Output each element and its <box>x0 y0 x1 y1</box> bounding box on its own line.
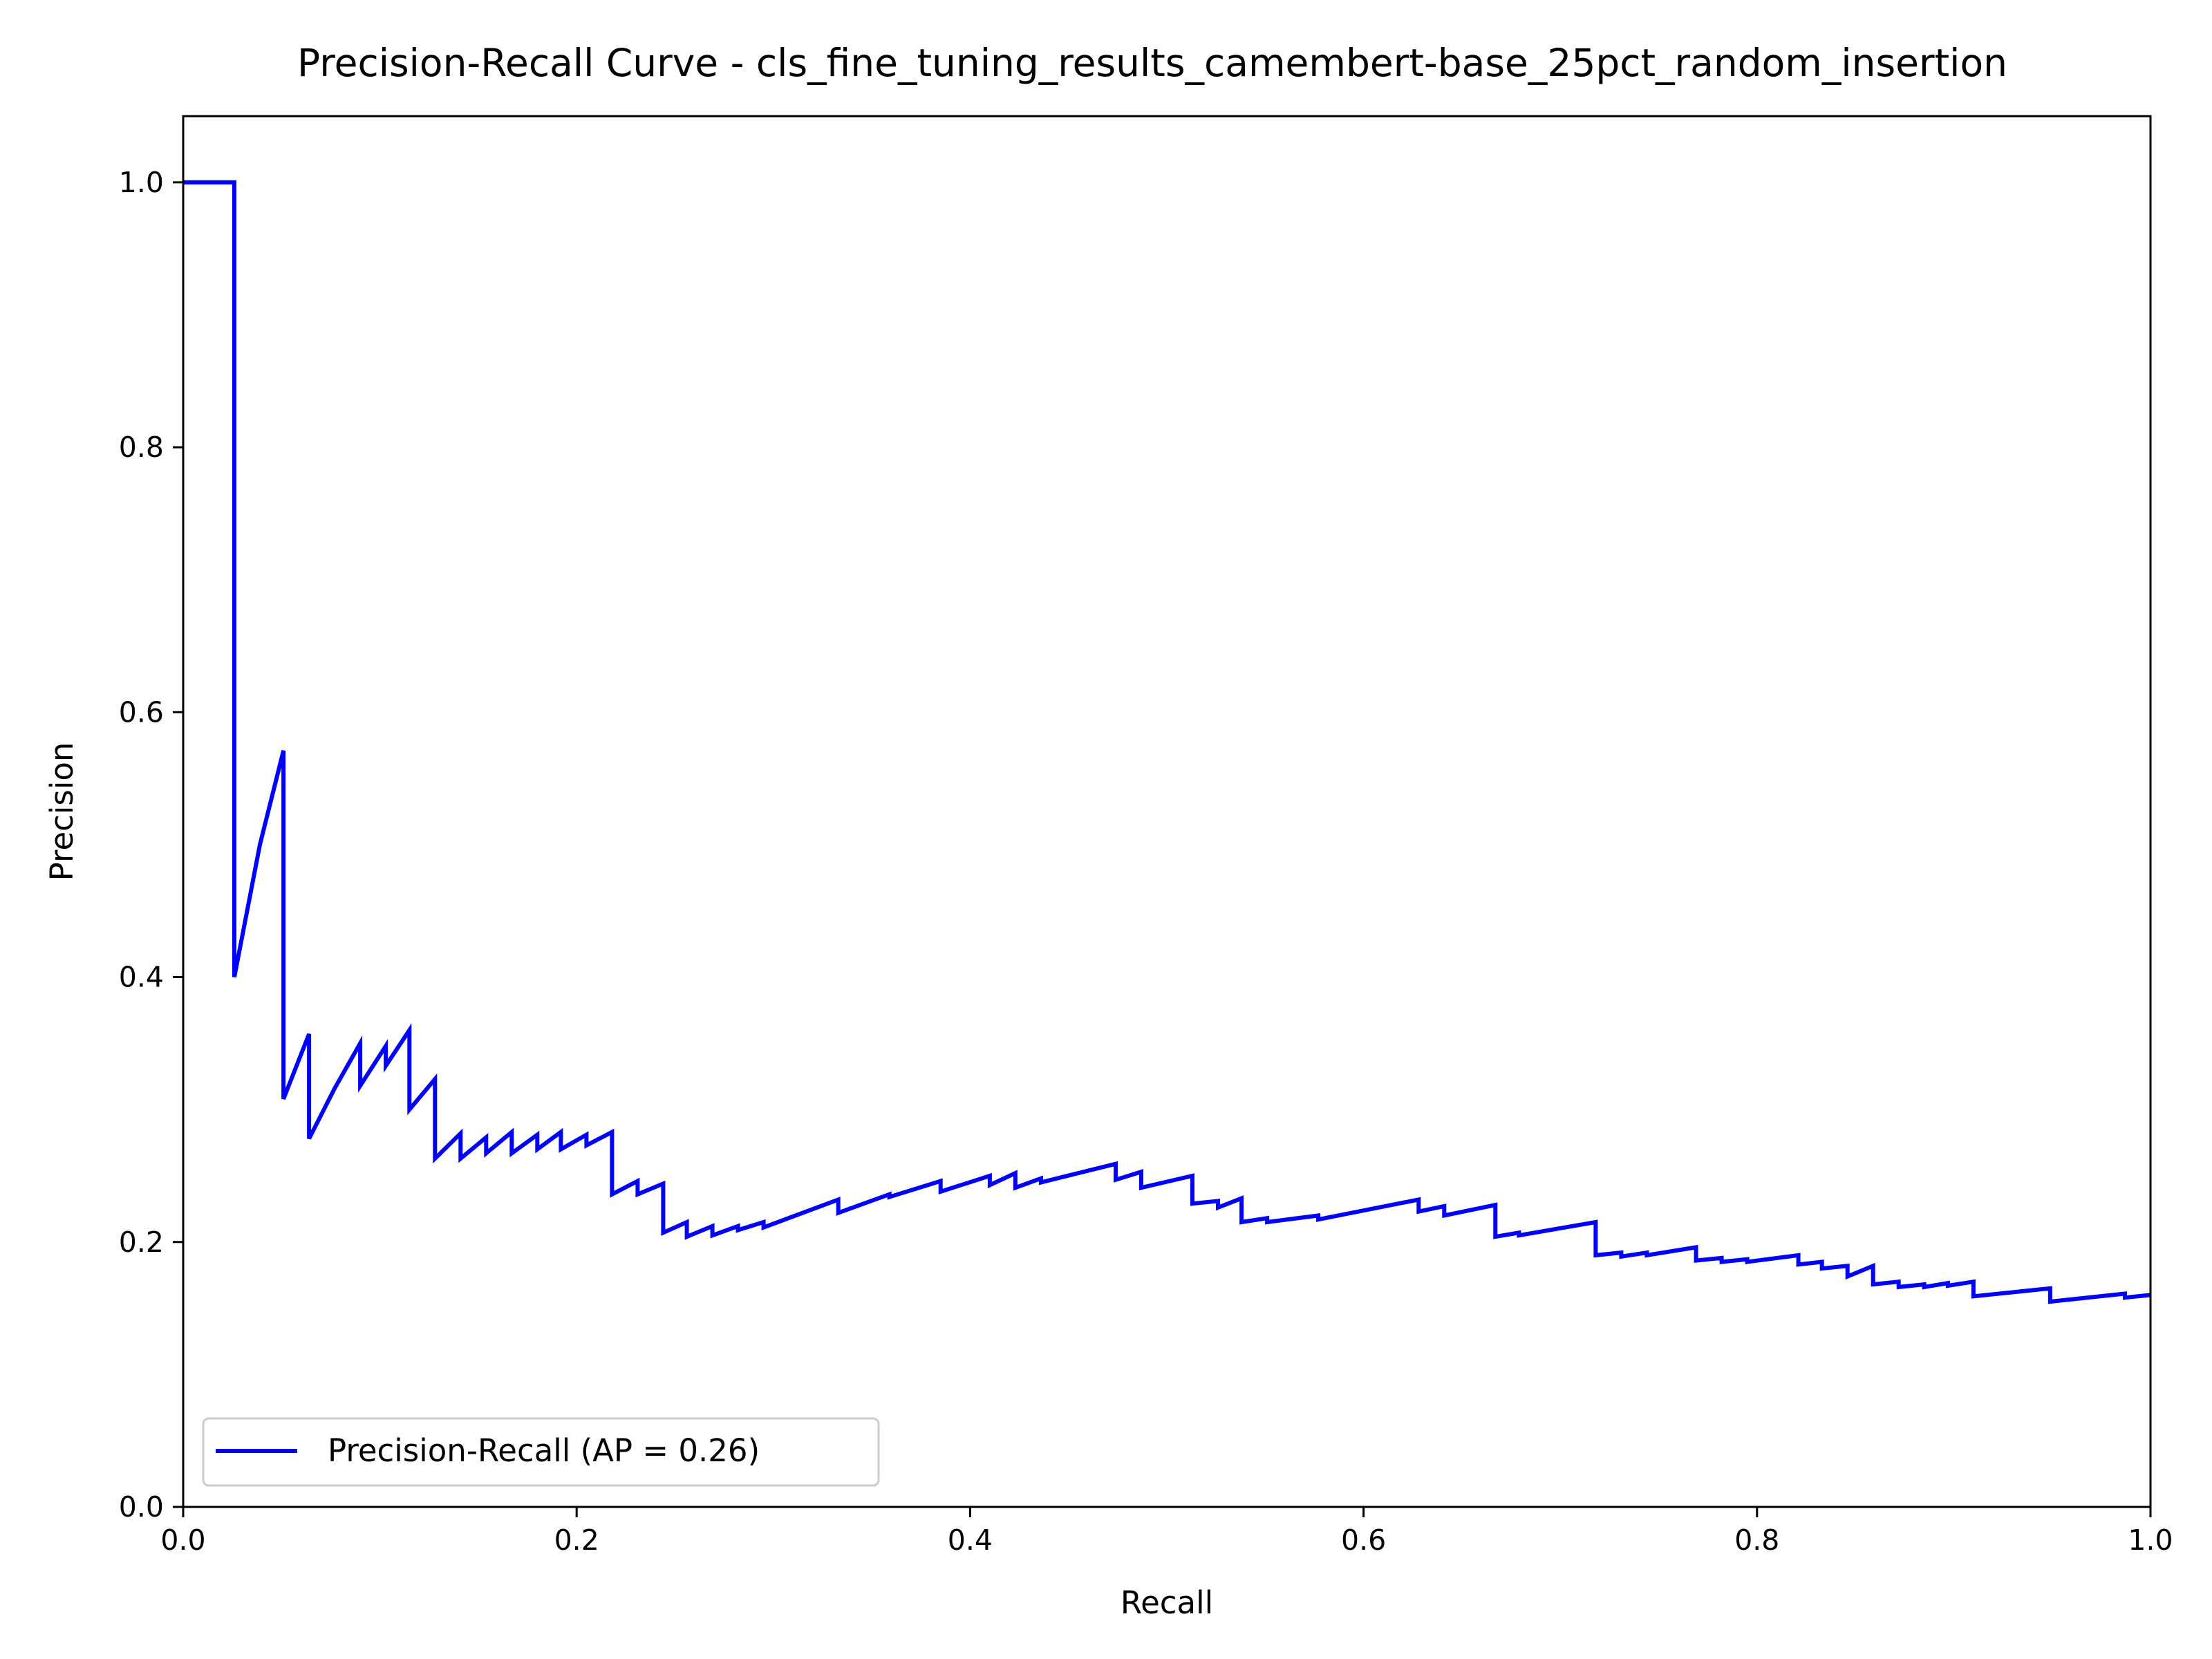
legend-box <box>202 1417 880 1487</box>
legend: Precision-Recall (AP = 0.26) <box>202 1417 880 1487</box>
x-tick-label: 0.2 <box>554 1524 599 1557</box>
y-tick-label: 0.8 <box>119 431 164 464</box>
plot-frame <box>182 115 2152 1508</box>
legend-label: Precision-Recall (AP = 0.26) <box>328 1432 760 1469</box>
y-axis-label: Precision <box>44 742 80 881</box>
chart-title: Precision-Recall Curve - cls_fine_tuning… <box>297 41 2007 85</box>
x-axis-label: Recall <box>1121 1584 1213 1621</box>
x-tick-label: 0.8 <box>1734 1524 1779 1557</box>
y-tick-label: 0.4 <box>119 961 164 994</box>
y-axis-ticks: 0.0 0.2 0.4 0.6 0.8 1.0 <box>119 166 183 1524</box>
x-axis-ticks: 0.0 0.2 0.4 0.6 0.8 1.0 <box>160 1507 2173 1557</box>
series-layer <box>183 180 2151 1304</box>
x-tick-label: 0.0 <box>160 1524 205 1557</box>
plot-area <box>183 116 2150 1507</box>
y-tick-label: 1.0 <box>119 166 164 199</box>
series-line-0 <box>183 180 2151 1304</box>
y-tick-label: 0.0 <box>119 1490 164 1524</box>
x-tick-label: 1.0 <box>2128 1524 2173 1557</box>
x-tick-label: 0.6 <box>1341 1524 1386 1557</box>
y-tick-label: 0.2 <box>119 1226 164 1259</box>
y-tick-label: 0.6 <box>119 695 164 729</box>
x-tick-label: 0.4 <box>948 1524 993 1557</box>
